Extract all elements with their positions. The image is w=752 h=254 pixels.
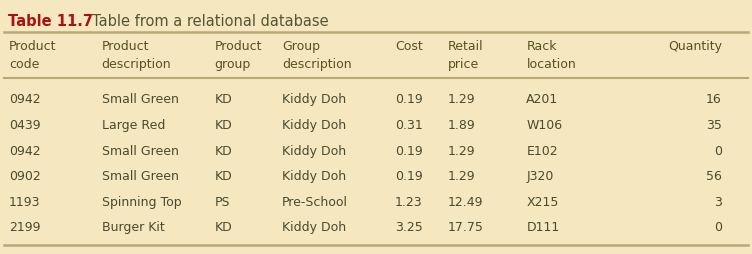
Text: 17.75: 17.75 [447, 221, 484, 234]
Text: Cost: Cost [395, 40, 423, 53]
Text: 0942: 0942 [9, 145, 41, 158]
Text: Rack: Rack [526, 40, 557, 53]
Text: KD: KD [214, 93, 232, 106]
Text: 0902: 0902 [9, 170, 41, 183]
Text: 35: 35 [706, 119, 722, 132]
Text: Group: Group [282, 40, 320, 53]
Text: 0: 0 [714, 145, 722, 158]
Text: 1.29: 1.29 [447, 145, 475, 158]
Text: location: location [526, 58, 576, 71]
Text: 0.19: 0.19 [395, 145, 423, 158]
Text: code: code [9, 58, 39, 71]
Text: Product: Product [102, 40, 149, 53]
Text: 1.29: 1.29 [447, 93, 475, 106]
Text: description: description [102, 58, 171, 71]
Text: W106: W106 [526, 119, 562, 132]
Text: Kiddy Doh: Kiddy Doh [282, 145, 346, 158]
Text: KD: KD [214, 145, 232, 158]
Text: KD: KD [214, 221, 232, 234]
Text: 12.49: 12.49 [447, 196, 483, 209]
Text: E102: E102 [526, 145, 558, 158]
Text: 0: 0 [714, 221, 722, 234]
Text: description: description [282, 58, 352, 71]
Text: Burger Kit: Burger Kit [102, 221, 164, 234]
Text: Table from a relational database: Table from a relational database [92, 14, 329, 29]
Text: 0.19: 0.19 [395, 170, 423, 183]
Text: Table 11.7: Table 11.7 [8, 14, 93, 29]
Text: D111: D111 [526, 221, 559, 234]
Text: 2199: 2199 [9, 221, 41, 234]
Text: KD: KD [214, 170, 232, 183]
Text: Small Green: Small Green [102, 145, 178, 158]
Text: 1.23: 1.23 [395, 196, 423, 209]
Text: Small Green: Small Green [102, 93, 178, 106]
Text: 1193: 1193 [9, 196, 41, 209]
Text: X215: X215 [526, 196, 559, 209]
Text: 1.29: 1.29 [447, 170, 475, 183]
Text: Small Green: Small Green [102, 170, 178, 183]
Text: 56: 56 [706, 170, 722, 183]
Text: 0439: 0439 [9, 119, 41, 132]
Text: KD: KD [214, 119, 232, 132]
Text: price: price [447, 58, 479, 71]
Text: group: group [214, 58, 250, 71]
Text: Kiddy Doh: Kiddy Doh [282, 221, 346, 234]
Text: 0942: 0942 [9, 93, 41, 106]
Text: A201: A201 [526, 93, 559, 106]
Text: 3.25: 3.25 [395, 221, 423, 234]
Text: 0.19: 0.19 [395, 93, 423, 106]
Text: J320: J320 [526, 170, 553, 183]
Text: Pre-School: Pre-School [282, 196, 348, 209]
Text: Kiddy Doh: Kiddy Doh [282, 93, 346, 106]
Text: Spinning Top: Spinning Top [102, 196, 181, 209]
Text: Kiddy Doh: Kiddy Doh [282, 119, 346, 132]
Text: 0.31: 0.31 [395, 119, 423, 132]
Text: 3: 3 [714, 196, 722, 209]
Text: Kiddy Doh: Kiddy Doh [282, 170, 346, 183]
Text: PS: PS [214, 196, 230, 209]
Text: 1.89: 1.89 [447, 119, 475, 132]
Text: Product: Product [9, 40, 56, 53]
Text: Quantity: Quantity [668, 40, 722, 53]
Text: Retail: Retail [447, 40, 483, 53]
Text: Large Red: Large Red [102, 119, 165, 132]
Text: Product: Product [214, 40, 262, 53]
Text: 16: 16 [706, 93, 722, 106]
